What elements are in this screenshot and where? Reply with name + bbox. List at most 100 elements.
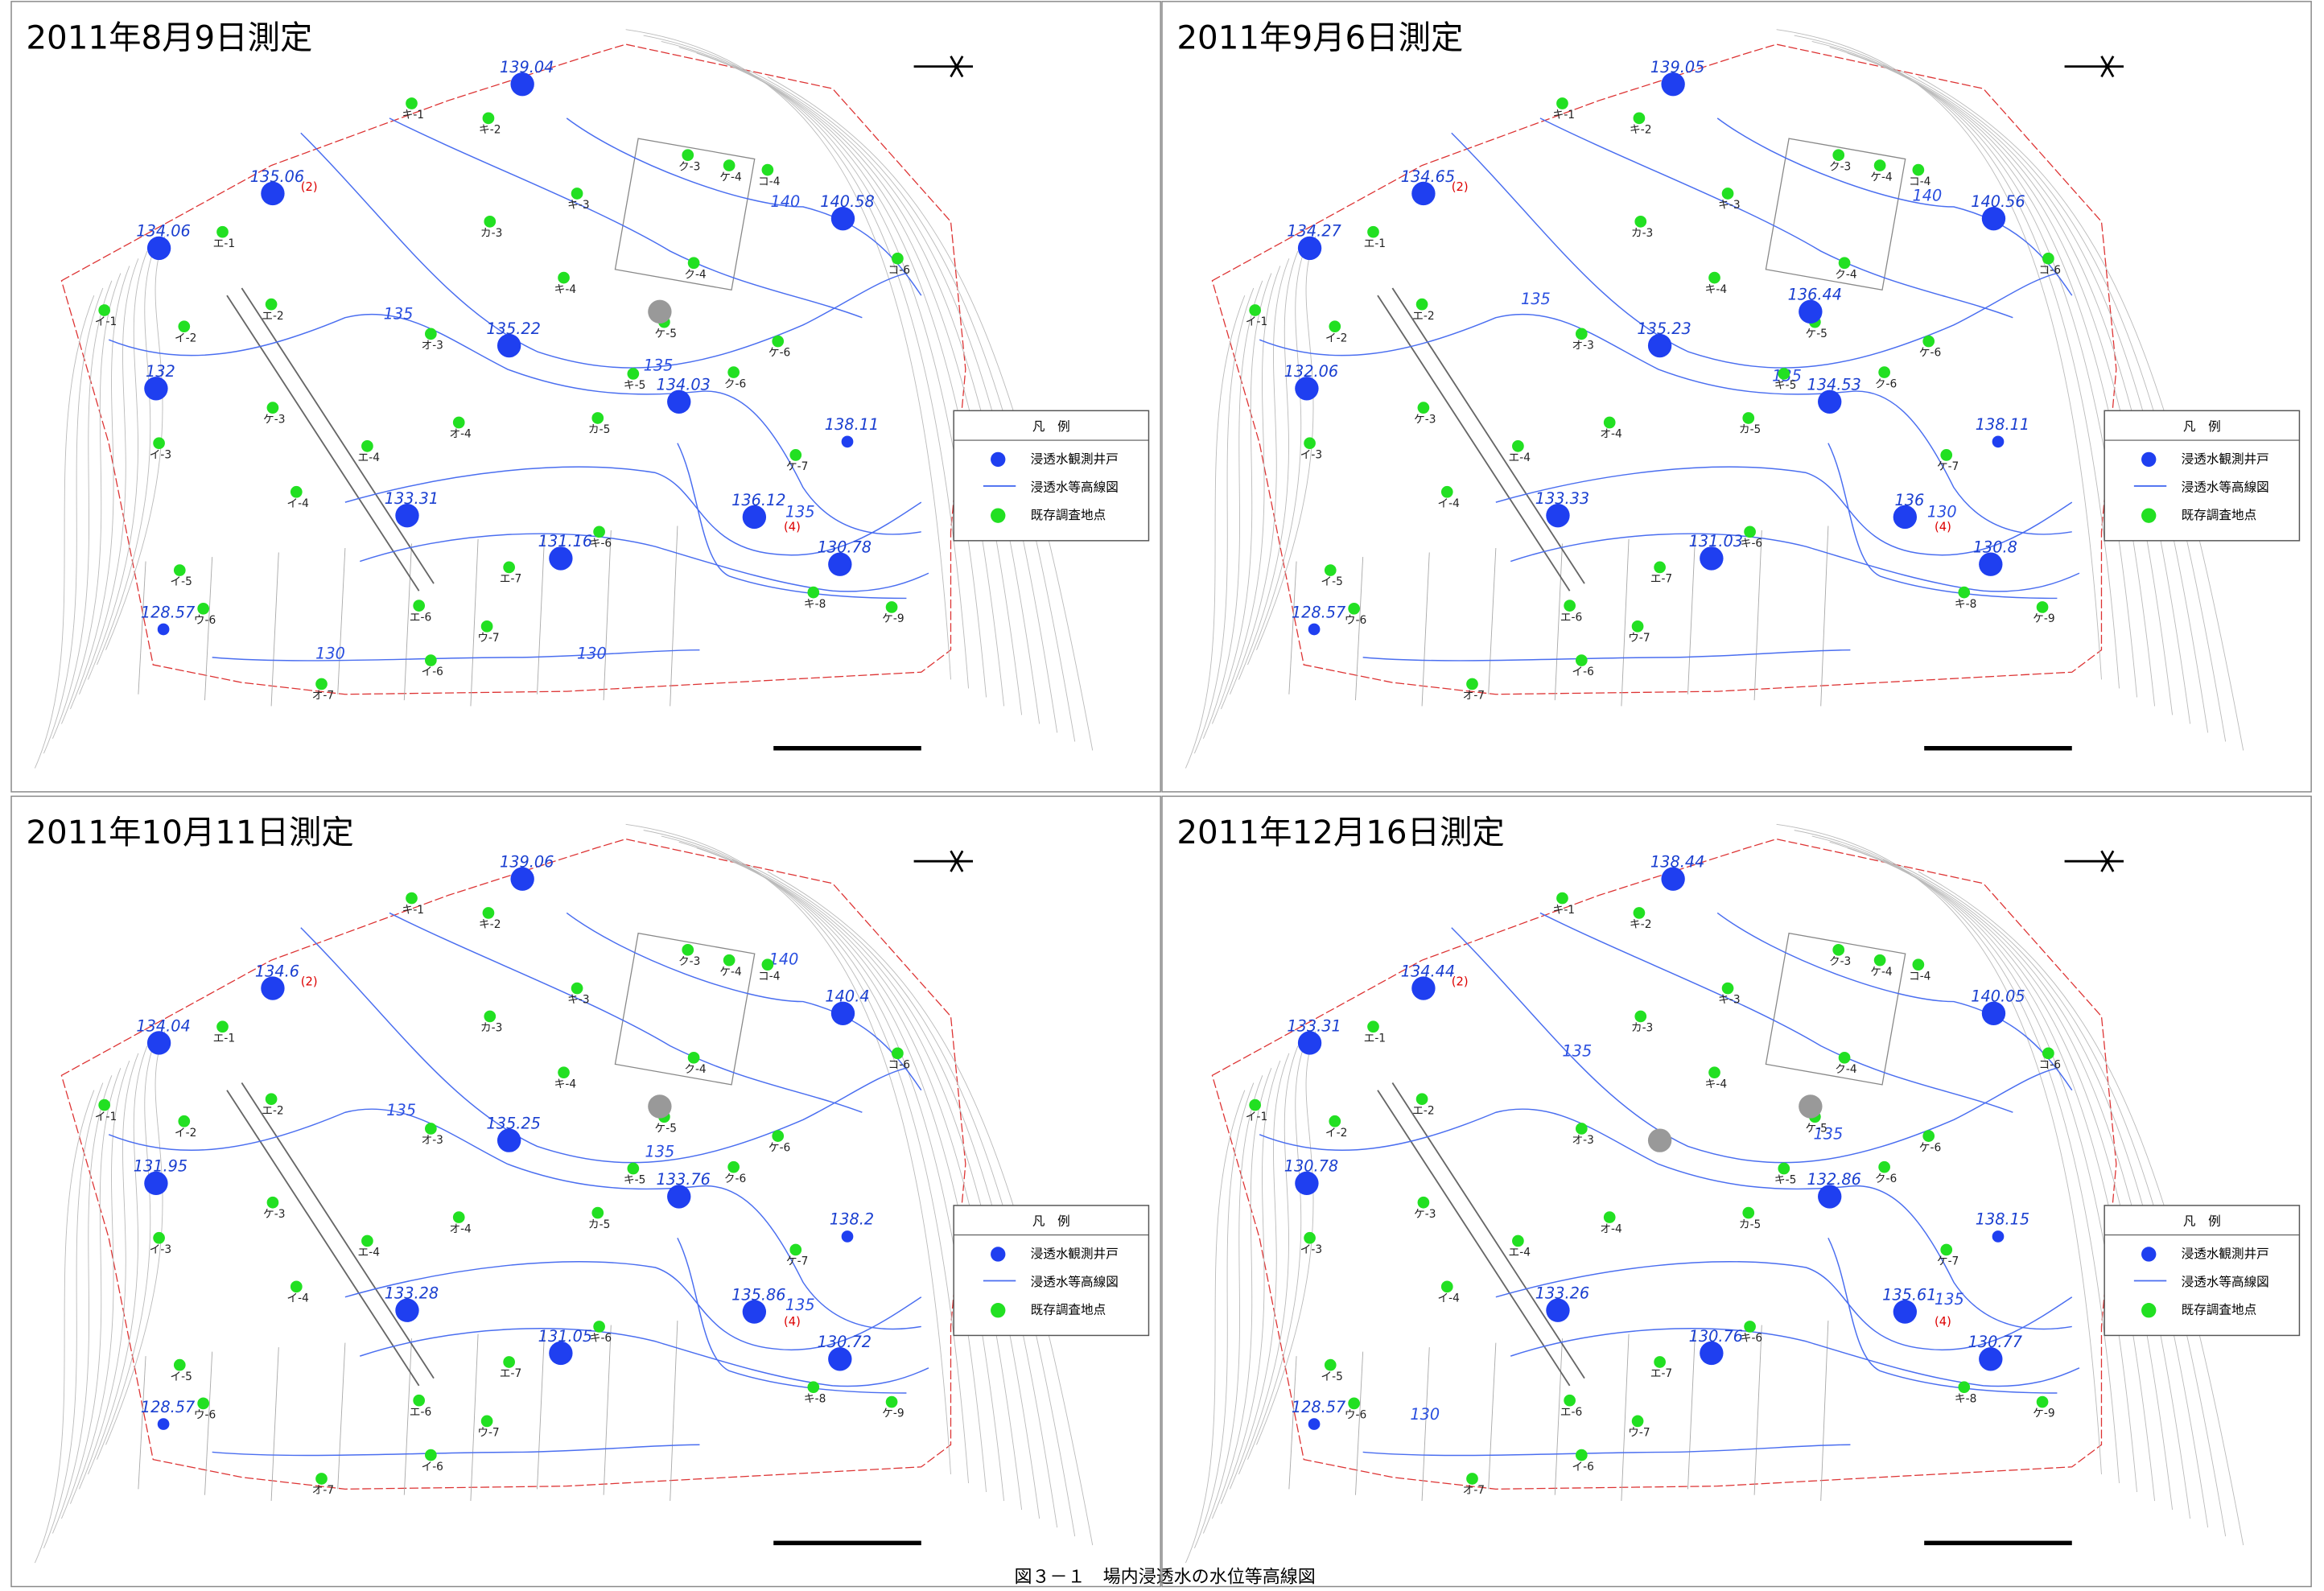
survey-point-label: ケ-5 [654, 328, 676, 340]
road-line [1621, 538, 1630, 707]
road-line [1554, 543, 1563, 701]
survey-point-label: キ-8 [804, 598, 826, 611]
legend-item: 浸透水等高線図 [1031, 1275, 1119, 1289]
terrain-line [1847, 52, 2174, 715]
road-line [337, 548, 346, 695]
observation-well [1297, 1031, 1322, 1055]
survey-point [682, 943, 694, 956]
survey-point [1512, 1234, 1524, 1247]
observation-well [395, 503, 419, 528]
well-note: (4) [784, 1315, 801, 1329]
survey-point-label: ケ-4 [719, 966, 741, 979]
road-line [603, 1325, 612, 1495]
contour-line [1451, 132, 2058, 369]
survey-point [1832, 149, 1845, 162]
well-level: 139.05 [1650, 58, 1704, 76]
contour-label: 135 [386, 1101, 416, 1119]
survey-point [627, 368, 640, 380]
well-note: (2) [1452, 975, 1469, 989]
well-level: 131.03 [1689, 532, 1743, 550]
road-line [1554, 1338, 1563, 1495]
survey-point [265, 298, 278, 311]
survey-point [789, 449, 802, 461]
contour-label: 135 [785, 502, 815, 521]
survey-point-label: イ-3 [150, 448, 171, 461]
legend-swatch [2141, 1303, 2157, 1318]
survey-point [1564, 600, 1576, 612]
building [614, 932, 756, 1086]
contour-line [344, 466, 922, 556]
survey-point-label: キ-4 [554, 283, 576, 296]
contour-line [360, 1328, 929, 1387]
survey-point [1742, 412, 1755, 424]
legend-item: 浸透水等高線図 [2182, 1275, 2269, 1289]
survey-point-label: キ-2 [479, 124, 501, 137]
observation-well [549, 546, 573, 571]
legend-swatch [991, 1303, 1006, 1318]
survey-point-label: ケ-4 [719, 171, 741, 183]
contour-label: 130 [315, 645, 345, 663]
contour-label: 135 [1562, 1041, 1592, 1060]
survey-point-label: ケ-6 [768, 347, 790, 360]
contour-line [1259, 1108, 2072, 1330]
survey-point [153, 1231, 165, 1244]
survey-point [413, 1394, 426, 1407]
well-level: 135.23 [1637, 319, 1691, 338]
contour-line [389, 117, 863, 319]
well-level: 133.33 [1535, 489, 1589, 508]
survey-point-label: キ-5 [1774, 1174, 1796, 1187]
map-panel: 140 135 135 135 キ-1 キ-2 キ-3 キ-4 キ-5 キ-6 キ-8 ケ-9 ク-3 ケ… [10, 795, 1161, 1588]
terrain-line [1794, 830, 2120, 1484]
survey-point-label: イ-2 [1325, 332, 1347, 344]
survey-point [1466, 678, 1478, 690]
observation-well [1981, 1001, 2006, 1025]
survey-point [1654, 561, 1666, 574]
survey-point [789, 1243, 802, 1256]
well-note: (4) [784, 520, 801, 534]
contour-line [212, 649, 700, 662]
survey-point [413, 600, 426, 612]
road-line [1488, 548, 1497, 695]
survey-point-label: ク-6 [1875, 377, 1897, 390]
terrain-line [43, 287, 104, 754]
survey-point [807, 586, 820, 599]
terrain-line [1865, 58, 2191, 724]
survey-point-label: イ-4 [1437, 497, 1459, 510]
survey-point [1304, 1231, 1316, 1244]
well-level: 133.26 [1535, 1284, 1589, 1303]
panel-frame [10, 1, 1161, 793]
survey-point-label: ケ-3 [1414, 413, 1436, 426]
survey-point [1440, 1280, 1453, 1293]
survey-point [2036, 601, 2049, 613]
survey-point-label: キ-5 [1774, 379, 1796, 392]
survey-point-label: エ-7 [500, 1367, 521, 1380]
road-line [337, 1342, 346, 1490]
well-level: 134.03 [657, 376, 711, 394]
well-level: 139.06 [500, 853, 554, 872]
survey-point-label: エ-1 [213, 1032, 235, 1045]
terrain-line [88, 250, 148, 680]
survey-point [178, 320, 191, 333]
survey-point [98, 1098, 111, 1111]
terrain-line [1193, 287, 1255, 754]
survey-point-label: オ-4 [449, 428, 471, 441]
survey-point-label: ケ-3 [1414, 1208, 1436, 1221]
survey-point-label: キ-2 [1630, 918, 1651, 931]
scale-bar [773, 746, 921, 751]
legend-swatch [991, 508, 1006, 523]
survey-point-label: エ-4 [358, 1247, 380, 1259]
terrain-line [643, 830, 969, 1484]
contour-line [677, 1237, 907, 1394]
legend-box [953, 1205, 1150, 1337]
survey-point-label: カ-3 [1631, 227, 1653, 240]
observation-well [830, 206, 855, 231]
terrain-line [70, 1060, 130, 1504]
contour-line [566, 912, 922, 1091]
survey-point [892, 1047, 904, 1060]
caption: 図３－１ 場内浸透水の水位等高線図 [1015, 1567, 1316, 1587]
survey-point [727, 1160, 740, 1173]
survey-point [1878, 1160, 1890, 1173]
contour-label: 130 [577, 645, 607, 663]
road-line [537, 1329, 546, 1490]
